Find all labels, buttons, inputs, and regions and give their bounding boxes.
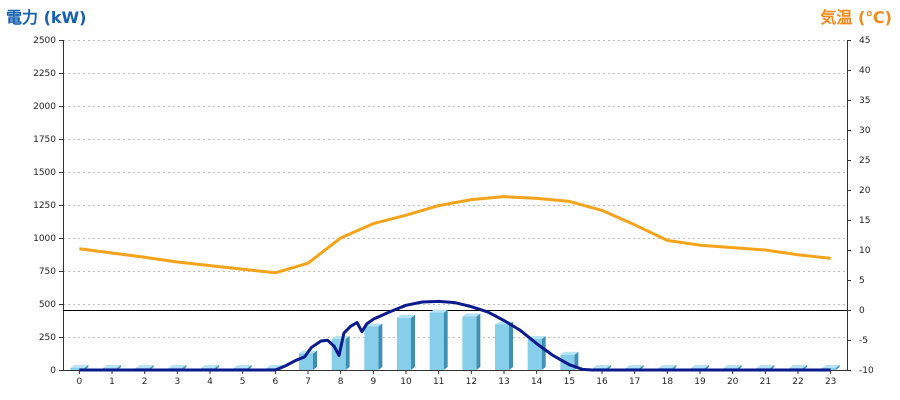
bar xyxy=(495,324,509,370)
bar xyxy=(70,368,85,370)
bar-top xyxy=(429,309,448,313)
bar-top xyxy=(70,365,89,369)
x-tick-label: 2 xyxy=(142,377,148,387)
x-tick-label: 23 xyxy=(825,377,836,387)
bar-top xyxy=(462,313,481,317)
bar-top xyxy=(723,365,742,369)
bar-top xyxy=(135,365,154,369)
bar-top xyxy=(168,365,187,369)
x-tick-label: 13 xyxy=(498,377,509,387)
x-tick-label: 17 xyxy=(629,377,640,387)
left-axis-title: 電力 (kW) xyxy=(6,8,87,27)
x-tick-label: 4 xyxy=(207,377,213,387)
bar-top xyxy=(789,365,807,369)
left-tick-label: 1500 xyxy=(33,168,56,178)
x-tick-label: 19 xyxy=(694,377,706,387)
right-tick-label: 25 xyxy=(859,156,870,166)
bar-top xyxy=(593,365,611,369)
bar-side xyxy=(476,313,481,370)
right-tick-label: 40 xyxy=(859,66,871,76)
bar-top xyxy=(331,335,350,339)
left-tick-label: 750 xyxy=(39,267,56,277)
bar xyxy=(429,312,444,370)
bar xyxy=(462,316,477,370)
right-tick-label: 20 xyxy=(859,186,871,196)
right-tick-label: 5 xyxy=(859,276,865,286)
bar-side xyxy=(345,335,350,370)
right-tick-label: -10 xyxy=(859,366,874,376)
bar-side xyxy=(509,321,513,370)
bar-side xyxy=(443,309,448,370)
right-tick-label: 15 xyxy=(859,216,870,226)
right-tick-label: 45 xyxy=(859,36,870,46)
bar-top xyxy=(201,365,219,369)
left-tick-label: 1000 xyxy=(33,234,56,244)
x-tick-label: 15 xyxy=(564,377,575,387)
bar-side xyxy=(313,350,317,370)
bar-top xyxy=(103,365,121,369)
bar xyxy=(527,338,542,370)
x-tick-label: 21 xyxy=(760,377,771,387)
bar-top xyxy=(625,365,644,369)
left-tick-label: 2000 xyxy=(33,102,56,112)
x-tick-label: 20 xyxy=(727,377,739,387)
right-tick-label: -5 xyxy=(859,336,868,346)
bar-top xyxy=(821,365,840,369)
x-tick-label: 11 xyxy=(433,377,444,387)
x-tick-label: 6 xyxy=(272,377,278,387)
bar-top xyxy=(560,351,579,355)
bar-side xyxy=(835,365,840,370)
x-tick-label: 18 xyxy=(662,377,674,387)
right-tick-label: 30 xyxy=(859,126,871,136)
right-tick-label: 35 xyxy=(859,96,870,106)
left-tick-label: 500 xyxy=(39,300,56,310)
bar-top xyxy=(756,365,775,369)
bar-side xyxy=(411,314,415,370)
x-tick-label: 10 xyxy=(400,377,412,387)
x-tick-label: 22 xyxy=(792,377,803,387)
left-tick-label: 250 xyxy=(39,333,56,343)
temperature-line xyxy=(79,195,831,275)
x-tick-label: 16 xyxy=(596,377,608,387)
left-tick-label: 1250 xyxy=(33,201,56,211)
bar xyxy=(364,326,379,370)
x-tick-label: 7 xyxy=(305,377,311,387)
x-tick-label: 0 xyxy=(76,377,82,387)
x-tick-label: 8 xyxy=(338,377,344,387)
x-tick-label: 3 xyxy=(174,377,180,387)
x-tick-label: 14 xyxy=(531,377,543,387)
power-line xyxy=(79,299,831,372)
bar xyxy=(397,317,411,370)
x-tick-label: 9 xyxy=(370,377,376,387)
bar-top xyxy=(691,365,709,369)
bar-side xyxy=(378,323,383,370)
right-tick-label: 0 xyxy=(859,306,865,316)
x-tick-label: 5 xyxy=(240,377,246,387)
x-tick-label: 12 xyxy=(466,377,477,387)
bar-side xyxy=(541,335,546,370)
right-tick-label: 10 xyxy=(859,246,871,256)
bar-top xyxy=(397,314,415,318)
bar-top xyxy=(658,365,677,369)
left-tick-label: 1750 xyxy=(33,135,56,145)
left-tick-label: 2500 xyxy=(33,36,56,46)
left-tick-label: 2250 xyxy=(33,69,56,79)
bar-top xyxy=(233,365,252,369)
x-tick-label: 1 xyxy=(109,377,115,387)
left-tick-label: 0 xyxy=(50,366,56,376)
right-axis-title: 気温 (℃) xyxy=(820,8,892,27)
